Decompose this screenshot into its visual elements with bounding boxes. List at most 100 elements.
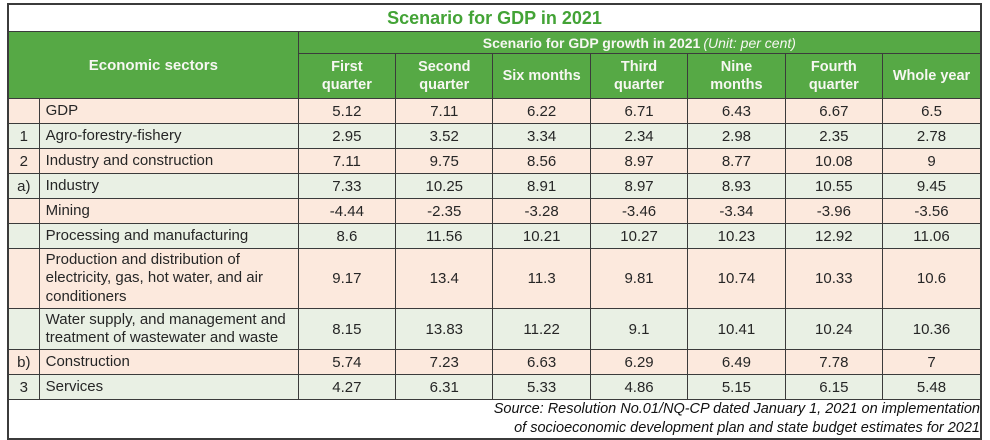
value-cell: 7.78 <box>784 349 884 376</box>
value-cell: 10.6 <box>882 248 982 309</box>
column-header-row: First quarter Second quarter Six months Thi… <box>8 53 982 99</box>
value-cell: 6.22 <box>492 98 591 124</box>
row-number-cell: 2 <box>7 148 40 174</box>
value-cell: 8.91 <box>492 173 591 199</box>
page-title: Scenario for GDP in 2021 <box>7 3 982 32</box>
value-cell: 9.17 <box>297 248 397 309</box>
value-cell: -4.44 <box>297 198 397 224</box>
value-cell: 10.41 <box>687 307 786 351</box>
row-number-cell <box>7 307 40 351</box>
row-number-cell <box>7 98 40 124</box>
row-number-cell: b) <box>7 349 40 376</box>
table-body: GDP 5.12 7.11 6.22 6.71 6.43 6.67 6.5 1 Agro-fore… <box>7 98 982 401</box>
sector-cell: Processing and manufacturing <box>38 223 299 249</box>
table-row: Water supply, and management and treatme… <box>7 307 982 351</box>
value-cell: 10.27 <box>589 223 689 249</box>
value-cell: 4.27 <box>297 374 397 401</box>
value-cell: 6.31 <box>395 374 494 401</box>
value-cell: 8.93 <box>687 173 786 199</box>
value-cell: 7.11 <box>395 98 494 124</box>
value-cell: 8.15 <box>297 307 397 351</box>
value-cell: 2.78 <box>882 123 982 149</box>
row-number-cell <box>7 248 40 309</box>
value-cell: 6.63 <box>492 349 591 376</box>
value-cell: 5.33 <box>492 374 591 401</box>
group-header-text: Scenario for GDP growth in 2021 <box>482 34 701 51</box>
value-cell: 7 <box>882 349 982 376</box>
table-row: 1 Agro-forestry-fishery 2.95 3.52 3.34 2.34 2.… <box>7 123 982 149</box>
column-header-third-quarter: Third quarter <box>589 53 689 99</box>
table-row: a) Industry 7.33 10.25 8.91 8.97 8.93 10.55 9.45 <box>7 173 982 199</box>
value-cell: 5.15 <box>687 374 786 401</box>
value-cell: 11.06 <box>882 223 982 249</box>
column-header-fourth-quarter: Fourth quarter <box>784 53 884 99</box>
row-number-cell <box>7 223 40 249</box>
row-number-cell: 3 <box>7 374 40 401</box>
source-row: Source: Resolution No.01/NQ-CP dated Jan… <box>7 399 982 440</box>
value-cell: 13.4 <box>395 248 494 309</box>
sector-cell: Water supply, and management and treatme… <box>38 307 299 351</box>
value-cell: 7.23 <box>395 349 494 376</box>
source-note-line-2: of socioeconomic development plan and st… <box>514 420 980 437</box>
value-cell: 13.83 <box>395 307 494 351</box>
sector-cell: Industry <box>38 173 299 199</box>
gdp-scenario-table: Scenario for GDP in 2021 Economic sector… <box>7 3 982 440</box>
value-cell: 11.56 <box>395 223 494 249</box>
value-cell: 10.08 <box>784 148 884 174</box>
value-cell: 8.6 <box>297 223 397 249</box>
value-cell: 3.34 <box>492 123 591 149</box>
sector-cell: Construction <box>38 349 299 376</box>
value-cell: 11.22 <box>492 307 591 351</box>
group-header-row: Economic sectors Scenario for GDP growth… <box>7 31 982 99</box>
row-number-cell <box>7 198 40 224</box>
value-cell: 6.49 <box>687 349 786 376</box>
value-cell: 10.33 <box>784 248 884 309</box>
value-cell: 2.98 <box>687 123 786 149</box>
value-cell: 6.29 <box>589 349 689 376</box>
sector-cell: Production and distribution of electrici… <box>38 248 299 309</box>
column-header-nine-months: Nine months <box>687 53 786 99</box>
value-cell: 6.5 <box>882 98 982 124</box>
column-header-whole-year: Whole year <box>882 53 982 99</box>
value-cell: -3.96 <box>784 198 884 224</box>
value-cell: 10.25 <box>395 173 494 199</box>
value-cell: 2.95 <box>297 123 397 149</box>
value-cell: 2.35 <box>784 123 884 149</box>
column-header-first-quarter: First quarter <box>297 53 397 99</box>
table-row: b) Construction 5.74 7.23 6.63 6.29 6.49 7.78 7 <box>7 349 982 376</box>
group-header-cell: Scenario for GDP growth in 2021 (Unit: pe… <box>297 31 982 54</box>
table-row: Processing and manufacturing 8.6 11.56 10.2… <box>7 223 982 249</box>
table-row: Production and distribution of electrici… <box>7 248 982 309</box>
value-cell: 10.36 <box>882 307 982 351</box>
value-cell: 9.81 <box>589 248 689 309</box>
value-cell: 5.74 <box>297 349 397 376</box>
value-cell: 4.86 <box>589 374 689 401</box>
value-cell: 9.45 <box>882 173 982 199</box>
value-cell: -3.34 <box>687 198 786 224</box>
value-cell: 5.48 <box>882 374 982 401</box>
value-cell: 9.75 <box>395 148 494 174</box>
economic-sectors-header: Economic sectors <box>7 31 299 99</box>
column-header-six-months: Six months <box>492 53 591 99</box>
table-row: Mining -4.44 -2.35 -3.28 -3.46 -3.34 -3.96 -3.5… <box>7 198 982 224</box>
row-number-cell: a) <box>7 173 40 199</box>
sector-cell: Mining <box>38 198 299 224</box>
title-row: Scenario for GDP in 2021 <box>7 3 982 32</box>
value-cell: 8.97 <box>589 173 689 199</box>
table-row: 2 Industry and construction 7.11 9.75 8.56 8.… <box>7 148 982 174</box>
value-cell: 10.74 <box>687 248 786 309</box>
sector-cell: Agro-forestry-fishery <box>38 123 299 149</box>
column-header-second-quarter: Second quarter <box>395 53 494 99</box>
value-cell: 6.67 <box>784 98 884 124</box>
source-note-line-1: Source: Resolution No.01/NQ-CP dated Jan… <box>493 401 980 418</box>
value-cell: 2.34 <box>589 123 689 149</box>
value-cell: -3.56 <box>882 198 982 224</box>
value-cell: 7.11 <box>297 148 397 174</box>
value-cell: 9 <box>882 148 982 174</box>
value-cell: 9.1 <box>589 307 689 351</box>
sector-cell: Services <box>38 374 299 401</box>
value-cell: 6.15 <box>784 374 884 401</box>
value-cell: 3.52 <box>395 123 494 149</box>
value-cell: 8.97 <box>589 148 689 174</box>
